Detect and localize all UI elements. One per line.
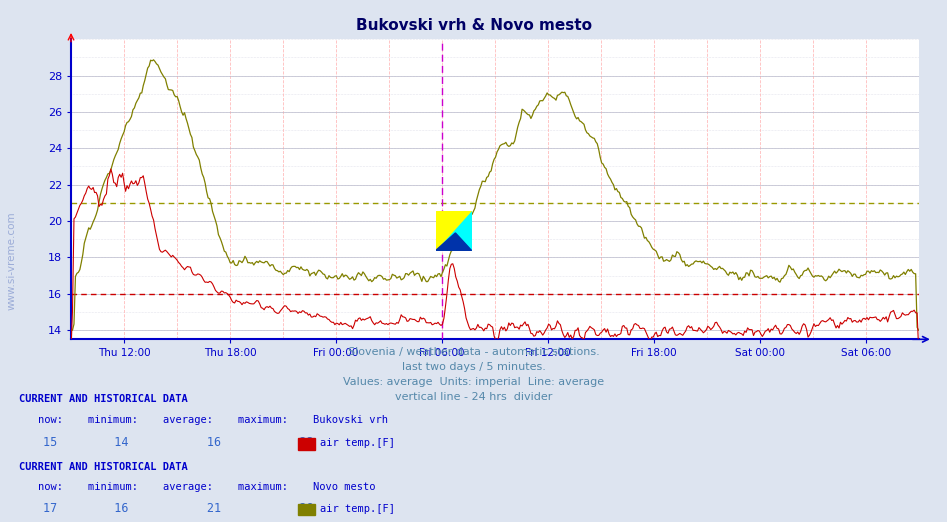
Polygon shape [436,211,472,251]
Text: Bukovski vrh & Novo mesto: Bukovski vrh & Novo mesto [355,18,592,33]
Text: www.si-vreme.com: www.si-vreme.com [7,212,16,310]
Text: CURRENT AND HISTORICAL DATA: CURRENT AND HISTORICAL DATA [19,462,188,472]
Text: now:    minimum:    average:    maximum:    Novo mesto: now: minimum: average: maximum: Novo mes… [38,482,375,492]
Text: 15        14           16           23: 15 14 16 23 [43,436,313,449]
Text: 17        16           21           29: 17 16 21 29 [43,502,313,515]
Polygon shape [436,233,472,251]
Text: Slovenia / weather data - automatic stations.
last two days / 5 minutes.
Values:: Slovenia / weather data - automatic stat… [343,347,604,401]
Text: now:    minimum:    average:    maximum:    Bukovski vrh: now: minimum: average: maximum: Bukovski… [38,415,388,425]
Text: air temp.[F]: air temp.[F] [320,438,395,448]
Text: CURRENT AND HISTORICAL DATA: CURRENT AND HISTORICAL DATA [19,394,188,404]
Polygon shape [436,211,472,251]
Text: air temp.[F]: air temp.[F] [320,504,395,514]
